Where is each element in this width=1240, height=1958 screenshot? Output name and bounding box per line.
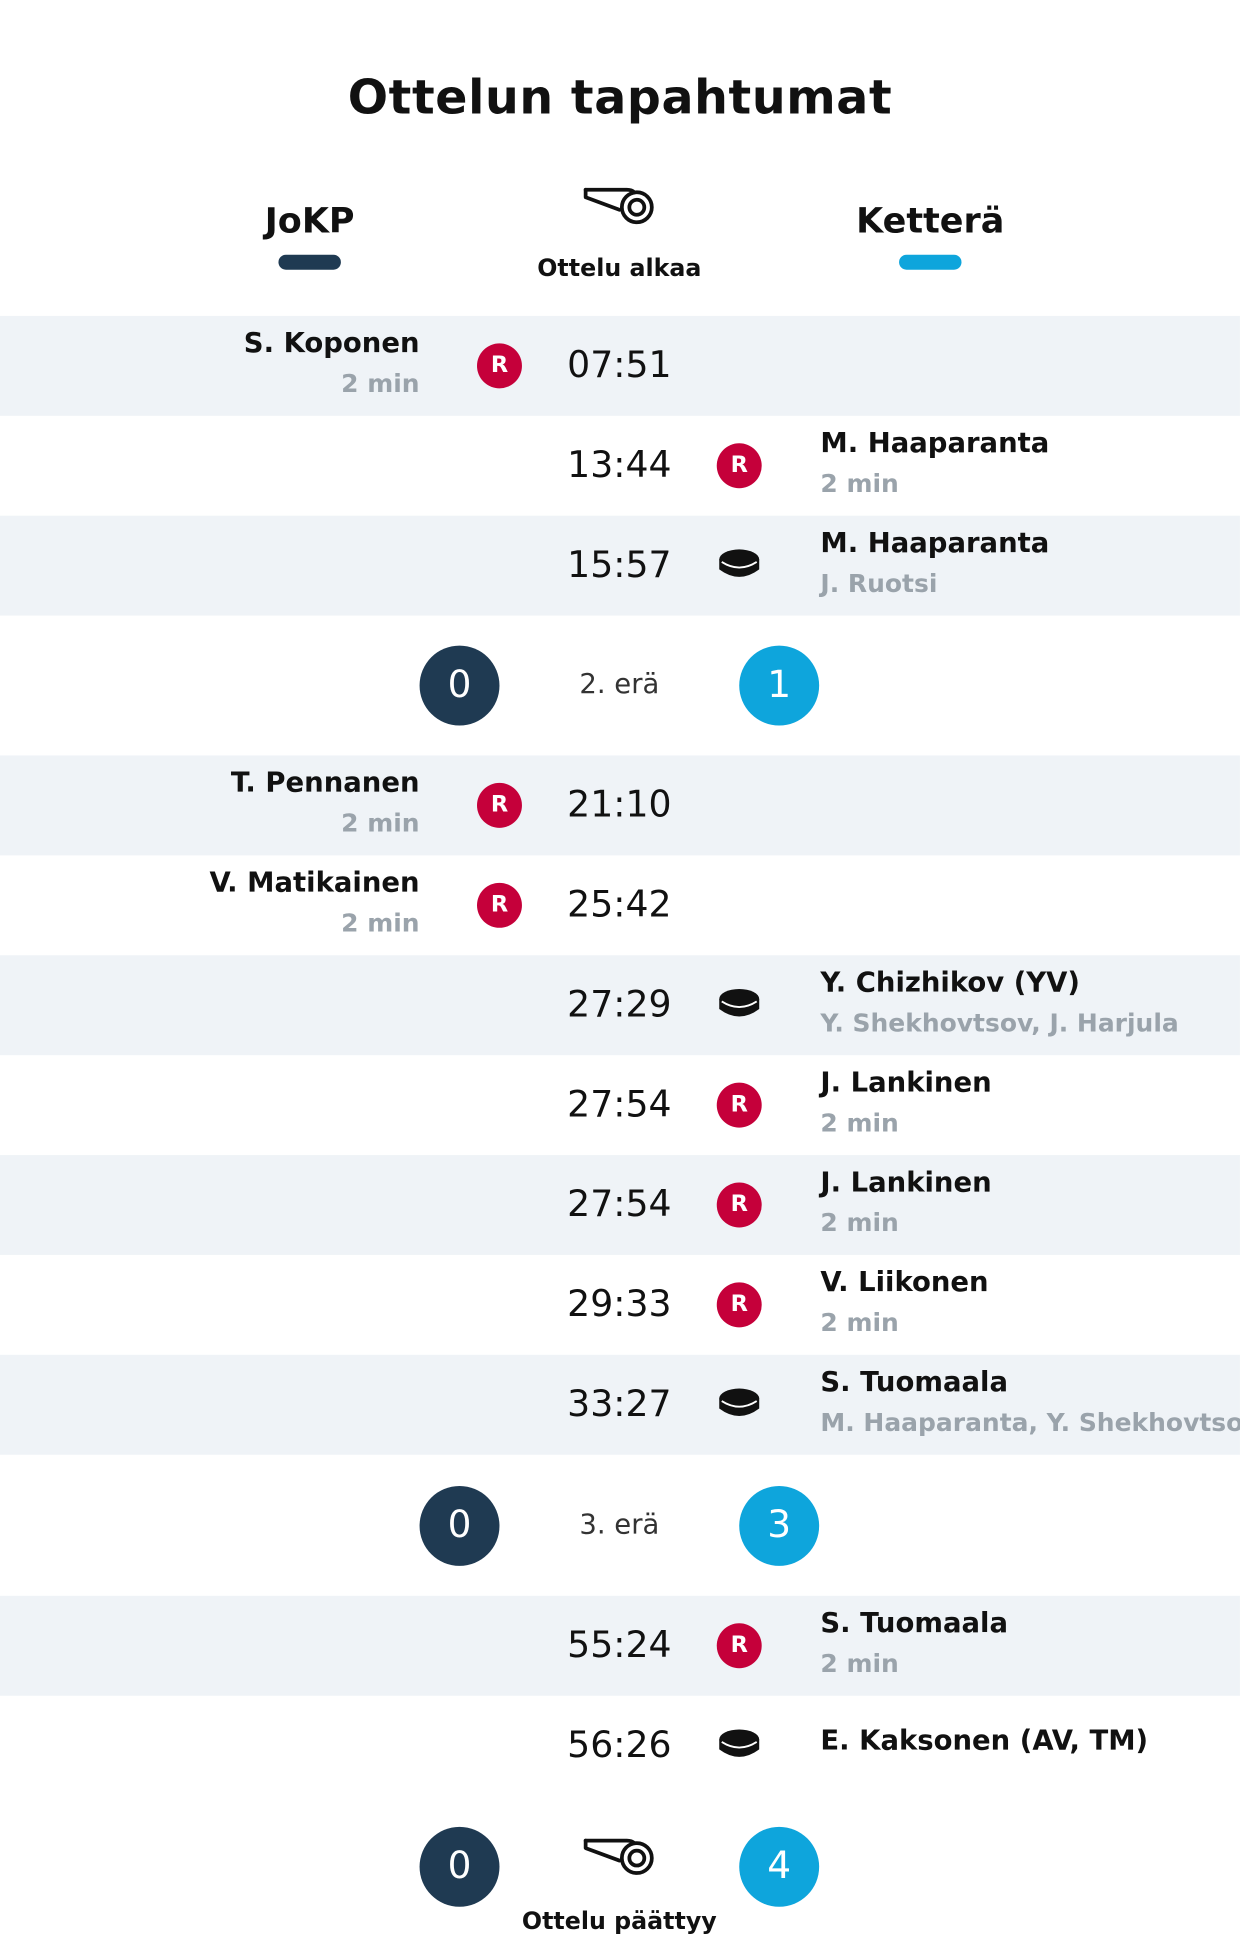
period-label: 3. erä [579, 1509, 660, 1541]
event-time: 33:27 [567, 1382, 672, 1425]
goal-assists: M. Haaparanta, Y. Shekhovtsov [820, 1407, 1240, 1438]
event-row: T. Pennanen 2 min R 21:10 [0, 755, 1240, 856]
page-title: Ottelun tapahtumat [347, 69, 893, 125]
penalty-duration: 2 min [820, 1648, 899, 1679]
player-name: V. Liikonen [820, 1267, 989, 1299]
whistle-icon [583, 187, 654, 225]
away-score-badge: 3 [739, 1485, 820, 1566]
event-time: 27:29 [567, 982, 672, 1026]
event-row: 55:24 R S. Tuomaala 2 min [0, 1595, 1240, 1696]
penalty-icon: R [477, 882, 522, 928]
penalty-icon: R [716, 1082, 762, 1128]
home-score-badge: 0 [419, 1485, 500, 1566]
event-row: 13:44 R M. Haaparanta 2 min [0, 416, 1240, 516]
penalty-duration: 2 min [341, 368, 420, 399]
goal-assists: J. Ruotsi [820, 568, 938, 599]
goal-scorer: M. Haaparanta [820, 528, 1050, 560]
goal-scorer: E. Kaksonen (AV, TM) [820, 1725, 1149, 1757]
away-score-badge: 1 [739, 645, 820, 726]
period-label: 2. erä [579, 669, 660, 701]
home-team-name: JoKP [264, 199, 355, 241]
penalty-duration: 2 min [820, 1107, 899, 1138]
event-row: 27:54 R J. Lankinen 2 min [0, 1155, 1240, 1255]
event-time: 55:24 [567, 1623, 672, 1666]
player-name: J. Lankinen [820, 1067, 992, 1099]
event-time: 13:44 [567, 443, 672, 486]
goal-scorer: Y. Chizhikov (YV) [820, 967, 1080, 999]
penalty-icon: R [477, 782, 522, 828]
penalty-duration: 2 min [820, 468, 899, 499]
home-team-color-bar [278, 254, 341, 270]
puck-icon [719, 549, 760, 577]
penalty-icon: R [716, 1282, 762, 1328]
penalty-icon: R [716, 1623, 762, 1669]
penalty-duration: 2 min [341, 807, 420, 838]
event-time: 29:33 [567, 1282, 672, 1325]
event-row: 27:54 R J. Lankinen 2 min [0, 1055, 1240, 1155]
puck-icon [719, 1388, 760, 1417]
event-row: S. Koponen 2 min R 07:51 [0, 315, 1240, 416]
player-name: J. Lankinen [820, 1167, 992, 1199]
away-team-color-bar [899, 254, 962, 270]
event-row: 33:27 S. Tuomaala M. Haaparanta, Y. Shek… [0, 1354, 1240, 1455]
away-team-name: Ketterä [856, 199, 1005, 241]
penalty-icon: R [716, 1182, 762, 1228]
whistle-icon [583, 1838, 654, 1875]
penalty-duration: 2 min [820, 1207, 899, 1238]
event-time: 07:51 [567, 343, 672, 386]
player-name: T. Pennanen [230, 767, 420, 800]
event-row: 27:29 Y. Chizhikov (YV) Y. Shekhovtsov, … [0, 955, 1240, 1056]
player-name: M. Haaparanta [820, 428, 1050, 460]
final-away-score-badge: 4 [739, 1826, 820, 1907]
match-start-label: Ottelu alkaa [537, 254, 702, 283]
match-end-label: Ottelu päättyy [521, 1908, 717, 1936]
player-name: S. Koponen [243, 328, 420, 360]
home-score-badge: 0 [419, 645, 500, 726]
penalty-icon: R [477, 343, 522, 389]
event-time: 15:57 [567, 543, 672, 586]
puck-icon [719, 1729, 760, 1757]
goal-assists: Y. Shekhovtsov, J. Harjula [820, 1007, 1179, 1038]
penalty-icon: R [716, 443, 762, 489]
event-time: 27:54 [567, 1082, 672, 1126]
puck-icon [719, 988, 760, 1017]
event-time: 21:10 [567, 782, 672, 826]
penalty-duration: 2 min [341, 907, 420, 938]
player-name: S. Tuomaala [820, 1608, 1008, 1640]
event-row: 56:26 E. Kaksonen (AV, TM) [0, 1696, 1240, 1796]
event-row: V. Matikainen 2 min R 25:42 [0, 855, 1240, 955]
player-name: V. Matikainen [209, 867, 420, 900]
event-time: 27:54 [567, 1182, 672, 1225]
event-row: 15:57 M. Haaparanta J. Ruotsi [0, 515, 1240, 616]
event-time: 56:26 [567, 1723, 672, 1766]
penalty-duration: 2 min [820, 1307, 899, 1338]
event-time: 25:42 [567, 882, 672, 926]
goal-scorer: S. Tuomaala [820, 1367, 1008, 1399]
event-row: 29:33 R V. Liikonen 2 min [0, 1255, 1240, 1355]
final-home-score-badge: 0 [419, 1826, 500, 1907]
